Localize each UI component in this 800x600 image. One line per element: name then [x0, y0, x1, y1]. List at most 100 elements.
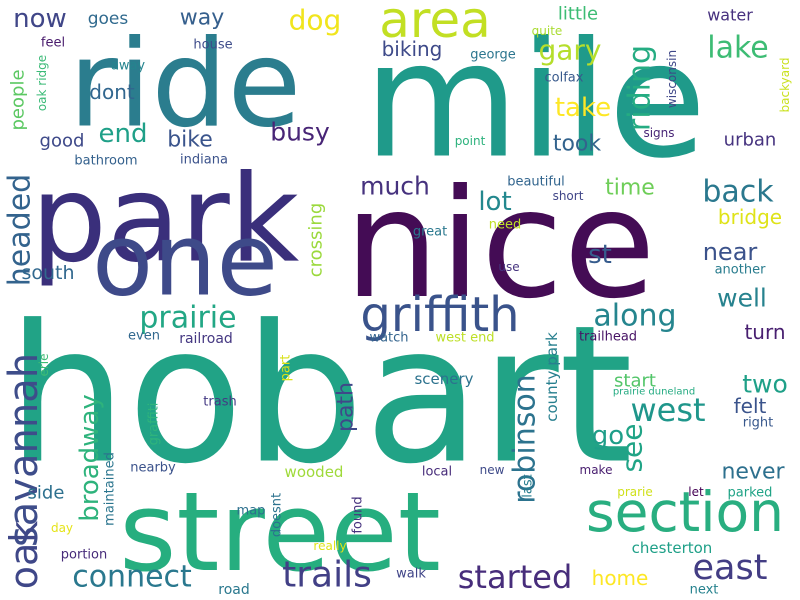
cloud-word: started	[458, 558, 573, 596]
cloud-word: really	[313, 539, 346, 553]
cloud-word: beautiful	[507, 175, 565, 190]
cloud-word: map	[237, 504, 266, 519]
cloud-word: last	[521, 474, 536, 497]
cloud-word: connect	[72, 560, 192, 595]
cloud-word: took	[553, 132, 602, 157]
cloud-word: nice	[344, 158, 656, 332]
cloud-word: railroad	[179, 331, 233, 347]
cloud-word: away	[111, 59, 146, 74]
cloud-word: maintained	[103, 452, 118, 526]
cloud-word: right	[743, 416, 774, 431]
cloud-word: west end	[435, 331, 494, 346]
cloud-word: lot	[478, 187, 511, 217]
cloud-word: nearby	[130, 461, 176, 476]
cloud-word: prarie	[617, 485, 653, 499]
cloud-word: chesterton	[632, 539, 713, 557]
cloud-word: prairie	[139, 301, 236, 336]
cloud-word: trailhead	[579, 330, 637, 345]
cloud-word: need	[489, 218, 522, 233]
cloud-word: doesnt	[270, 493, 285, 537]
cloud-word: oak ridge	[35, 55, 49, 111]
cloud-word: griffith	[360, 287, 519, 343]
cloud-word: people	[8, 69, 29, 130]
cloud-word: wooded	[285, 463, 344, 481]
cloud-word: prairie duneland	[613, 387, 695, 398]
cloud-word: found	[351, 496, 366, 533]
cloud-word: see	[616, 423, 649, 472]
cloud-word: time	[605, 176, 655, 201]
cloud-word: turn	[744, 320, 785, 344]
cloud-word: back	[702, 175, 774, 210]
cloud-word: make	[580, 463, 613, 477]
cloud-word: go	[592, 421, 624, 451]
cloud-word: park	[31, 151, 300, 290]
cloud-word: goes	[88, 9, 129, 29]
cloud-word: bike	[167, 128, 213, 153]
cloud-word: short	[553, 189, 584, 203]
cloud-word: new	[480, 463, 505, 477]
cloud-word: robinson	[508, 374, 543, 503]
cloud-word: crossing	[306, 203, 327, 278]
cloud-word: signs	[643, 126, 674, 140]
cloud-word: hobart	[7, 285, 633, 506]
cloud-word: oak	[2, 521, 46, 590]
cloud-word: street	[119, 468, 441, 596]
cloud-word: path	[334, 382, 359, 432]
cloud-word: erie	[37, 353, 51, 376]
cloud-word: scenery	[414, 370, 473, 388]
cloud-word: start	[614, 371, 656, 392]
cloud-word: county park	[543, 332, 561, 422]
cloud-word: riding	[623, 45, 658, 131]
cloud-word: home	[592, 566, 649, 590]
cloud-word: dont	[89, 80, 135, 104]
cloud-word: one	[92, 202, 278, 319]
cloud-word: quite	[532, 24, 563, 38]
cloud-word: west	[630, 391, 705, 429]
cloud-word: st	[588, 240, 612, 270]
cloud-word: ride	[69, 16, 302, 155]
cloud-word: water	[707, 6, 753, 25]
cloud-word: feel	[41, 36, 65, 51]
cloud-word: trails	[282, 555, 372, 596]
cloud-word: great	[413, 225, 447, 240]
cloud-word: well	[717, 284, 767, 313]
cloud-word: along	[593, 299, 676, 334]
cloud-word: never	[721, 460, 785, 485]
cloud-word: east	[693, 548, 768, 588]
cloud-word: area	[379, 0, 491, 49]
cloud-word: take	[555, 93, 611, 123]
cloud-word: wisconsin	[665, 50, 679, 108]
cloud-word: colfax	[545, 71, 584, 86]
cloud-word: part	[279, 355, 294, 382]
cloud-word: two	[742, 370, 788, 399]
cloud-word: urban	[724, 130, 777, 151]
cloud-word: much	[360, 172, 430, 201]
cloud-word: next	[690, 583, 719, 598]
cloud-word: point	[455, 134, 486, 148]
cloud-word: even	[128, 329, 160, 344]
cloud-word: portion	[61, 548, 107, 563]
cloud-word: south	[21, 262, 74, 284]
cloud-word: another	[715, 263, 766, 278]
cloud-word: backyard	[778, 58, 792, 113]
cloud-word: george	[470, 48, 516, 63]
cloud-word: road	[218, 582, 249, 598]
cloud-word: way	[180, 6, 225, 31]
cloud-word: near	[703, 238, 758, 266]
cloud-word: little	[558, 4, 598, 25]
cloud-word: use	[498, 260, 519, 274]
cloud-word: section	[586, 480, 784, 544]
cloud-word: now	[13, 4, 67, 34]
cloud-word: side	[28, 483, 65, 504]
cloud-word: gary	[538, 34, 601, 67]
cloud-word: mile	[363, 7, 706, 194]
cloud-word: felt	[734, 394, 767, 418]
cloud-word: let	[688, 485, 704, 499]
cloud-word: trash	[203, 395, 236, 410]
cloud-word: walk	[396, 567, 426, 582]
cloud-word: end	[99, 119, 148, 149]
cloud-word: day	[51, 521, 73, 535]
cloud-word: broadway	[75, 394, 105, 522]
cloud-word: headed	[3, 174, 38, 286]
